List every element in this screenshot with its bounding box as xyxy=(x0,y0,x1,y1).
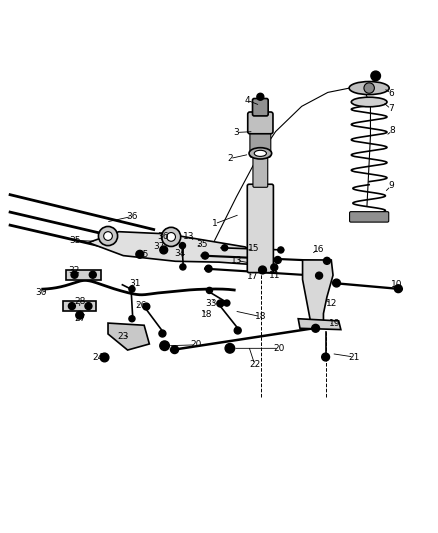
Circle shape xyxy=(323,257,330,264)
Circle shape xyxy=(274,256,281,263)
Circle shape xyxy=(394,285,402,293)
Circle shape xyxy=(136,251,144,258)
Circle shape xyxy=(85,303,92,310)
Text: 34: 34 xyxy=(174,249,186,258)
Circle shape xyxy=(89,271,96,278)
Text: 5: 5 xyxy=(372,74,378,83)
Text: 30: 30 xyxy=(35,288,46,297)
Circle shape xyxy=(332,279,340,287)
Circle shape xyxy=(99,227,117,246)
Text: 8: 8 xyxy=(389,126,395,135)
Circle shape xyxy=(171,346,179,353)
Circle shape xyxy=(76,311,84,319)
Text: 36: 36 xyxy=(126,212,138,221)
Circle shape xyxy=(316,272,322,279)
Circle shape xyxy=(159,330,166,337)
Text: 21: 21 xyxy=(348,352,360,361)
Text: 24: 24 xyxy=(92,352,104,361)
Polygon shape xyxy=(303,260,333,321)
Circle shape xyxy=(278,247,284,253)
FancyBboxPatch shape xyxy=(247,184,273,272)
Ellipse shape xyxy=(351,97,387,107)
Circle shape xyxy=(162,228,181,246)
Circle shape xyxy=(258,266,266,274)
Text: 22: 22 xyxy=(249,360,260,369)
Circle shape xyxy=(224,300,230,306)
Circle shape xyxy=(257,93,264,100)
Circle shape xyxy=(371,71,381,80)
Text: 6: 6 xyxy=(388,89,394,98)
Circle shape xyxy=(271,264,278,271)
Text: 16: 16 xyxy=(312,245,324,254)
Text: 32: 32 xyxy=(68,266,80,276)
Circle shape xyxy=(206,287,212,294)
FancyBboxPatch shape xyxy=(250,130,271,157)
Text: 25: 25 xyxy=(137,250,148,259)
Text: 2: 2 xyxy=(227,154,233,163)
Text: 18: 18 xyxy=(201,310,212,319)
Text: 19: 19 xyxy=(328,319,340,328)
Text: 3: 3 xyxy=(233,128,239,137)
Text: 20: 20 xyxy=(273,344,285,353)
Text: 31: 31 xyxy=(130,279,141,288)
FancyBboxPatch shape xyxy=(248,112,273,134)
Circle shape xyxy=(322,353,329,361)
Text: 37: 37 xyxy=(154,243,165,252)
Text: 1: 1 xyxy=(212,220,218,228)
Polygon shape xyxy=(298,319,341,329)
Circle shape xyxy=(180,264,186,270)
Text: 20: 20 xyxy=(191,341,202,349)
Circle shape xyxy=(167,232,176,241)
Text: 36: 36 xyxy=(158,231,169,240)
FancyBboxPatch shape xyxy=(253,155,268,187)
Polygon shape xyxy=(108,323,149,350)
Circle shape xyxy=(312,325,320,332)
Circle shape xyxy=(225,344,235,353)
Polygon shape xyxy=(66,270,101,279)
Circle shape xyxy=(217,300,224,307)
Circle shape xyxy=(364,83,374,93)
Circle shape xyxy=(205,265,212,272)
FancyBboxPatch shape xyxy=(350,212,389,222)
Circle shape xyxy=(104,232,113,240)
Circle shape xyxy=(68,303,75,310)
Polygon shape xyxy=(88,232,262,264)
Text: 4: 4 xyxy=(244,96,250,105)
FancyBboxPatch shape xyxy=(253,99,268,116)
Text: 33: 33 xyxy=(205,299,217,308)
Text: 28: 28 xyxy=(74,297,85,306)
Text: 23: 23 xyxy=(117,332,129,341)
Circle shape xyxy=(160,246,168,254)
Text: 11: 11 xyxy=(269,271,280,280)
Text: 9: 9 xyxy=(388,181,394,190)
Text: 13: 13 xyxy=(231,256,242,265)
Circle shape xyxy=(143,303,150,310)
Text: 18: 18 xyxy=(254,312,266,321)
Text: 27: 27 xyxy=(74,314,85,323)
Circle shape xyxy=(160,341,170,351)
Ellipse shape xyxy=(254,150,266,156)
Circle shape xyxy=(234,327,241,334)
Circle shape xyxy=(180,243,185,249)
Text: 35: 35 xyxy=(70,236,81,245)
Text: 35: 35 xyxy=(197,240,208,249)
Circle shape xyxy=(201,252,208,259)
Text: 12: 12 xyxy=(325,299,337,308)
Circle shape xyxy=(71,271,78,278)
Circle shape xyxy=(100,353,109,362)
Text: 10: 10 xyxy=(391,280,403,289)
Circle shape xyxy=(222,245,228,251)
Circle shape xyxy=(129,286,135,292)
Text: 17: 17 xyxy=(247,272,259,281)
Polygon shape xyxy=(63,301,96,311)
Ellipse shape xyxy=(349,82,389,94)
Text: 26: 26 xyxy=(135,301,146,310)
Text: 15: 15 xyxy=(248,244,260,253)
Ellipse shape xyxy=(249,148,272,159)
Text: 13: 13 xyxy=(183,231,194,240)
Circle shape xyxy=(129,316,135,322)
Text: 7: 7 xyxy=(388,104,394,114)
